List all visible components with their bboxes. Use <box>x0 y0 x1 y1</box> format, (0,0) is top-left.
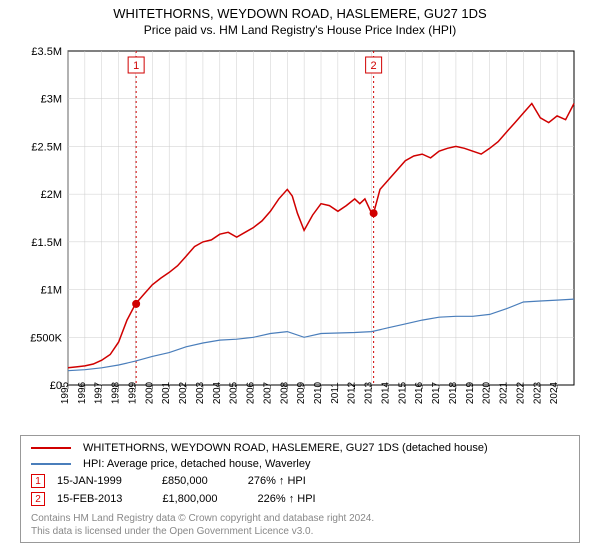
copyright-line-1: Contains HM Land Registry data © Crown c… <box>31 512 569 525</box>
copyright-block: Contains HM Land Registry data © Crown c… <box>31 512 569 538</box>
svg-text:2024: 2024 <box>549 381 560 404</box>
legend-label-hpi: HPI: Average price, detached house, Wave… <box>83 458 310 470</box>
svg-text:2002: 2002 <box>178 381 189 404</box>
svg-text:2: 2 <box>371 60 377 72</box>
svg-text:£1.5M: £1.5M <box>31 237 62 249</box>
svg-text:2018: 2018 <box>448 381 459 404</box>
svg-text:£500K: £500K <box>30 332 62 344</box>
svg-text:1997: 1997 <box>94 381 105 404</box>
legend-box: WHITETHORNS, WEYDOWN ROAD, HASLEMERE, GU… <box>20 435 580 543</box>
svg-text:2022: 2022 <box>515 381 526 404</box>
svg-text:2000: 2000 <box>144 381 155 404</box>
svg-text:2004: 2004 <box>212 381 223 404</box>
svg-text:£2.5M: £2.5M <box>31 141 62 153</box>
svg-text:£1M: £1M <box>41 285 62 297</box>
svg-text:2008: 2008 <box>279 381 290 404</box>
marker-2-badge: 2 <box>31 492 45 506</box>
title-line-2: Price paid vs. HM Land Registry's House … <box>0 23 600 37</box>
svg-text:2014: 2014 <box>380 381 391 404</box>
svg-text:2005: 2005 <box>229 381 240 404</box>
svg-text:£2M: £2M <box>41 189 62 201</box>
title-line-1: WHITETHORNS, WEYDOWN ROAD, HASLEMERE, GU… <box>0 6 600 21</box>
svg-text:2017: 2017 <box>431 381 442 404</box>
svg-text:2012: 2012 <box>347 381 358 404</box>
marker-2-price: £1,800,000 <box>162 493 217 505</box>
svg-text:2006: 2006 <box>246 381 257 404</box>
chart-area: £0£500K£1M£1.5M£2M£2.5M£3M£3.5M199519961… <box>20 45 580 425</box>
marker-2-date: 15-FEB-2013 <box>57 493 122 505</box>
marker-1-pct: 276% ↑ HPI <box>248 475 306 487</box>
chart-title-block: WHITETHORNS, WEYDOWN ROAD, HASLEMERE, GU… <box>0 0 600 37</box>
legend-label-property: WHITETHORNS, WEYDOWN ROAD, HASLEMERE, GU… <box>83 442 488 454</box>
svg-text:2003: 2003 <box>195 381 206 404</box>
svg-text:2020: 2020 <box>482 381 493 404</box>
svg-text:2021: 2021 <box>499 381 510 404</box>
svg-text:1996: 1996 <box>77 381 88 404</box>
svg-text:2015: 2015 <box>397 381 408 404</box>
svg-text:2010: 2010 <box>313 381 324 404</box>
svg-text:1998: 1998 <box>111 381 122 404</box>
marker-row-1: 1 15-JAN-1999 £850,000 276% ↑ HPI <box>31 474 569 488</box>
copyright-line-2: This data is licensed under the Open Gov… <box>31 525 569 538</box>
marker-1-price: £850,000 <box>162 475 208 487</box>
svg-text:1999: 1999 <box>127 381 138 404</box>
svg-text:2011: 2011 <box>330 382 341 404</box>
svg-text:2023: 2023 <box>532 381 543 404</box>
svg-text:1: 1 <box>133 60 139 72</box>
legend-series-2: HPI: Average price, detached house, Wave… <box>31 458 569 470</box>
svg-text:2009: 2009 <box>296 381 307 404</box>
svg-text:£3.5M: £3.5M <box>31 46 62 58</box>
svg-text:2013: 2013 <box>364 381 375 404</box>
svg-text:1995: 1995 <box>60 381 71 404</box>
marker-2-pct: 226% ↑ HPI <box>258 493 316 505</box>
svg-text:2019: 2019 <box>465 381 476 404</box>
svg-text:£3M: £3M <box>41 94 62 106</box>
legend-swatch-hpi <box>31 463 71 465</box>
legend-series-1: WHITETHORNS, WEYDOWN ROAD, HASLEMERE, GU… <box>31 442 569 454</box>
svg-text:2016: 2016 <box>414 381 425 404</box>
marker-row-2: 2 15-FEB-2013 £1,800,000 226% ↑ HPI <box>31 492 569 506</box>
marker-1-badge: 1 <box>31 474 45 488</box>
svg-text:2001: 2001 <box>161 381 172 404</box>
legend-swatch-property <box>31 447 71 449</box>
chart-svg: £0£500K£1M£1.5M£2M£2.5M£3M£3.5M199519961… <box>20 45 580 425</box>
marker-1-date: 15-JAN-1999 <box>57 475 122 487</box>
svg-text:2007: 2007 <box>262 381 273 404</box>
